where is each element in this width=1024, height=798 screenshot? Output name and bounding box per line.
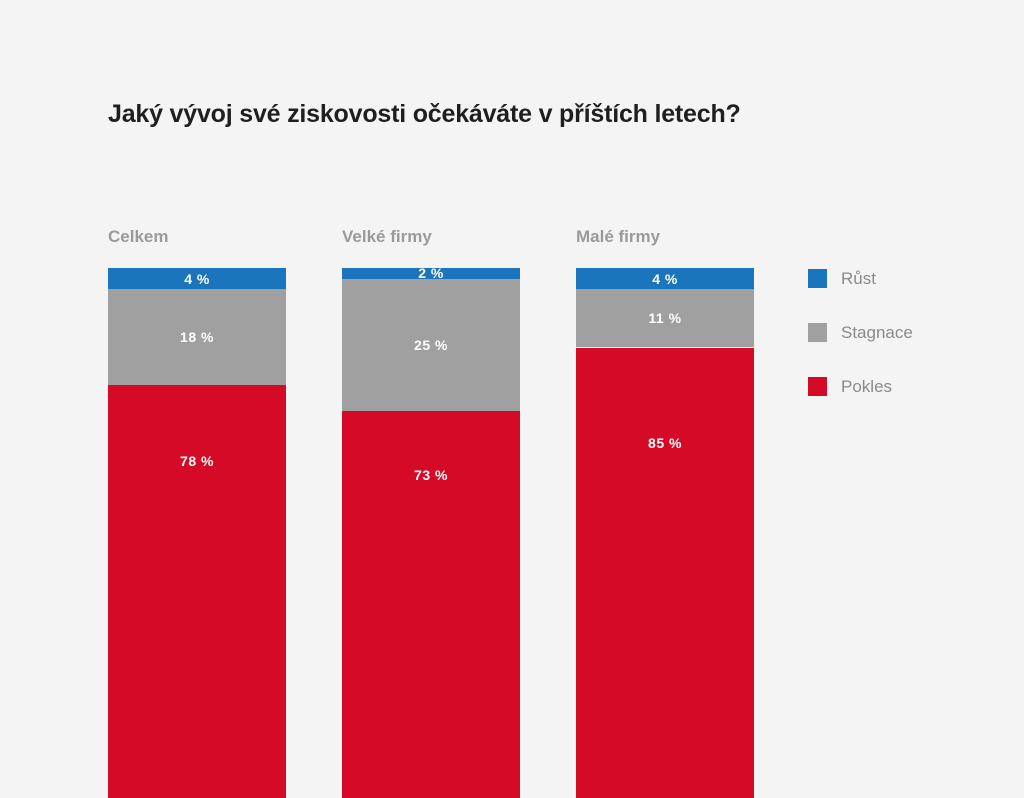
stacked-bar: 4 % 11 % 85 % (576, 268, 754, 538)
data-label: 4 % (576, 272, 754, 286)
bar-segment-stagnace: 25 % (342, 279, 520, 412)
stacked-bar: 2 % 25 % 73 % (342, 268, 520, 538)
data-label: 78 % (108, 454, 286, 468)
legend-swatch (808, 377, 827, 396)
category-label: Celkem (108, 227, 168, 247)
legend-label: Pokles (841, 377, 892, 397)
bar-segment-pokles: 85 % (576, 348, 754, 798)
bar-segment-stagnace: 11 % (576, 289, 754, 347)
bar-segment-růst: 4 % (108, 268, 286, 289)
category-label: Velké firmy (342, 227, 432, 247)
legend-swatch (808, 269, 827, 288)
bar-segment-stagnace: 18 % (108, 289, 286, 384)
category-label: Malé firmy (576, 227, 660, 247)
data-label: 73 % (342, 468, 520, 482)
bar-segment-pokles: 73 % (342, 411, 520, 798)
bar-segment-pokles: 78 % (108, 385, 286, 798)
bar-segment-růst: 2 % (342, 268, 520, 279)
legend-label: Růst (841, 269, 876, 289)
bar-segment-růst: 4 % (576, 268, 754, 289)
stacked-bar: 4 % 18 % 78 % (108, 268, 286, 538)
data-label: 11 % (576, 311, 754, 325)
legend-label: Stagnace (841, 323, 913, 343)
data-label: 18 % (108, 330, 286, 344)
chart-title: Jaký vývoj své ziskovosti očekáváte v př… (108, 100, 741, 129)
data-label: 85 % (576, 436, 754, 450)
data-label: 4 % (108, 272, 286, 286)
legend-swatch (808, 323, 827, 342)
data-label: 25 % (342, 338, 520, 352)
